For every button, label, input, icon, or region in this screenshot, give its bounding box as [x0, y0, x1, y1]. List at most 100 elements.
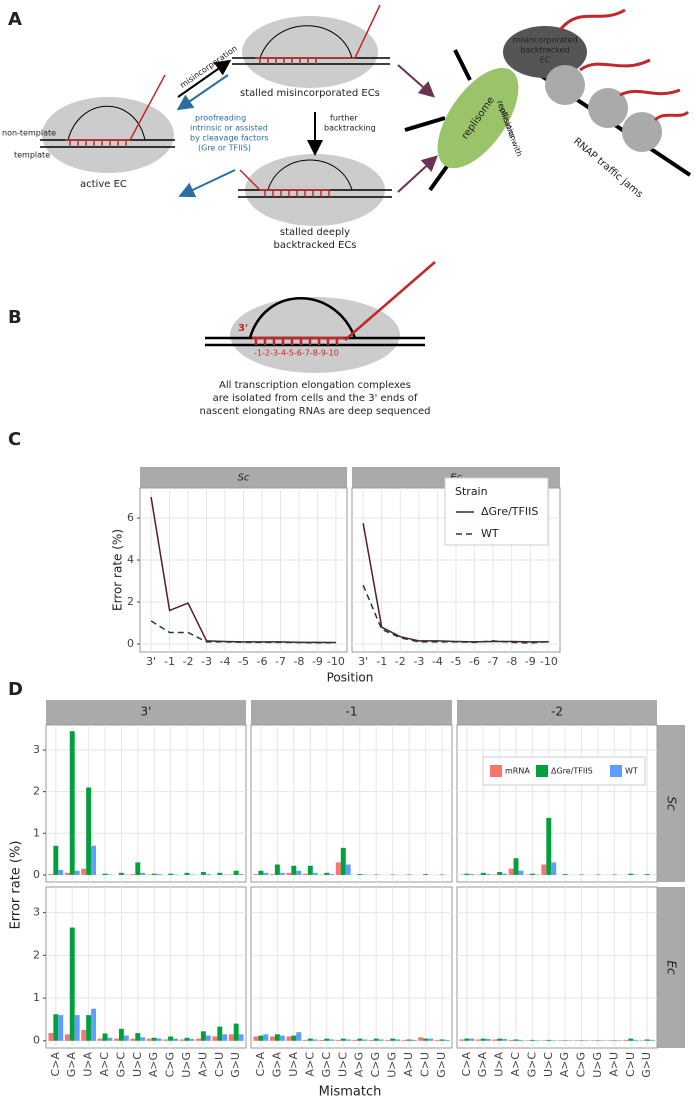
y-tick-label: 0: [127, 637, 134, 650]
x-tick-label: U>C: [131, 1052, 144, 1077]
bubble: [67, 105, 146, 141]
bar: [644, 1039, 650, 1041]
bar: [633, 1039, 639, 1041]
x-tick-label: -10: [540, 655, 558, 668]
line: [150, 620, 336, 644]
bar: [74, 870, 80, 875]
bar: [497, 1038, 503, 1041]
strip: [46, 700, 246, 725]
x-tick-label: -1: [376, 655, 387, 668]
bar: [217, 1026, 223, 1041]
rna: [252, 261, 436, 345]
bar: [628, 873, 634, 875]
x-tick-label: C>G: [369, 1052, 382, 1077]
x-tick-label: -6: [469, 655, 480, 668]
bar: [508, 1039, 514, 1041]
label: backtracked: [520, 46, 569, 55]
bar: [53, 1014, 59, 1041]
x-tick-label: G>C: [525, 1052, 538, 1078]
bar: [114, 1038, 119, 1041]
replisome: [437, 67, 519, 169]
bar: [324, 872, 330, 875]
bar: [335, 862, 341, 875]
arrow: [178, 169, 236, 198]
bar: [418, 1037, 424, 1041]
x-tick-label: A>G: [558, 1052, 571, 1077]
panel-b: B 3' -1-2-3-4-5-6-7-8-9-10 All transcrip…: [8, 261, 436, 417]
panel-label: C: [8, 429, 21, 450]
x-tick-label: G>C: [114, 1052, 127, 1078]
bar: [423, 874, 429, 875]
y-tick-label: 0: [33, 868, 40, 881]
x-tick-label: G>A: [65, 1052, 78, 1078]
bar: [562, 874, 568, 875]
bar: [205, 1035, 211, 1041]
bar: [253, 874, 259, 875]
bar: [135, 1033, 141, 1041]
bar: [492, 1039, 498, 1041]
y-tick-label: 2: [33, 785, 40, 798]
x-tick-label: G>A: [270, 1052, 283, 1078]
bar: [286, 872, 292, 875]
label: template: [14, 151, 50, 160]
bar: [258, 870, 264, 875]
bar: [156, 874, 162, 875]
bar: [253, 1036, 259, 1041]
bar: [307, 865, 313, 875]
bar: [485, 1039, 491, 1041]
bar: [378, 1039, 384, 1041]
label: by cleavage factors: [190, 134, 269, 143]
x-axis-title: Position: [327, 671, 374, 685]
x-tick-label: -7: [488, 655, 499, 668]
x-tick-label: C>G: [575, 1052, 588, 1077]
x-tick-label: -4: [432, 655, 443, 668]
plot-bg: [250, 724, 453, 883]
bar: [423, 1038, 429, 1041]
bar: [502, 1039, 507, 1041]
bar: [200, 872, 206, 875]
bar: [238, 874, 244, 875]
bar: [118, 872, 124, 875]
bar: [345, 864, 351, 875]
strip-label: Sc: [665, 796, 679, 811]
label: stalled deeply: [280, 227, 350, 238]
legend-label: WT: [481, 527, 499, 540]
rnap: [622, 112, 662, 152]
panel-label: B: [8, 307, 22, 328]
bar: [644, 874, 650, 875]
bar: [156, 1038, 162, 1041]
x-tick-label: -7: [275, 655, 286, 668]
label: 3': [238, 323, 248, 334]
bar: [464, 873, 470, 875]
bar: [518, 1039, 524, 1041]
caption: nascent elongating RNAs are deep sequenc…: [200, 406, 431, 417]
bar: [357, 1038, 363, 1041]
bar: [411, 1039, 417, 1041]
plot-bg: [456, 724, 658, 883]
y-axis-title: Error rate (%): [9, 841, 24, 930]
x-tick-label: U>A: [287, 1052, 300, 1077]
label: EC: [540, 56, 551, 65]
x-tick-label: A>C: [509, 1052, 522, 1077]
bar: [373, 1038, 379, 1041]
label: backtracked ECs: [273, 240, 356, 251]
bar: [97, 1038, 103, 1041]
bar: [212, 1036, 218, 1041]
bar: [81, 868, 87, 875]
bar: [228, 1034, 234, 1041]
bar: [628, 1038, 634, 1041]
bar: [233, 870, 239, 875]
x-tick-label: U>G: [386, 1052, 399, 1078]
bar: [53, 845, 59, 875]
strip: [140, 467, 347, 488]
bar: [352, 1039, 358, 1041]
x-tick-label: -9: [525, 655, 536, 668]
label: backtracking: [324, 124, 376, 133]
panel-label: D: [8, 679, 23, 700]
legend-label: ΔGre/TFIIS: [481, 505, 538, 518]
x-tick-label: -8: [293, 655, 304, 668]
bar: [551, 862, 557, 875]
label: further: [330, 114, 358, 123]
x-tick-label: G>U: [229, 1052, 242, 1078]
bar: [291, 865, 297, 875]
